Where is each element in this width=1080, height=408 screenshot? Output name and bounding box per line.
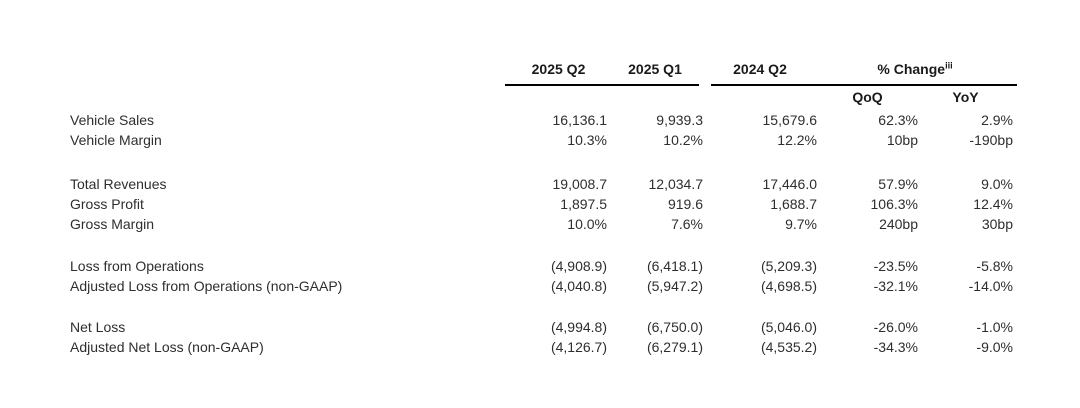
pct-change-label: % Change — [877, 61, 946, 77]
value-2025-q2: 10.3% — [567, 132, 607, 148]
value-2025-q2: (4,040.8) — [550, 278, 607, 294]
value-2025-q1: (6,750.0) — [646, 319, 703, 335]
column-header-pct-change: % Changeiii — [817, 60, 1013, 85]
value-2024-q2: (4,535.2) — [760, 339, 817, 355]
value-2025-q2: 10.0% — [567, 216, 607, 232]
value-2025-q1: 9,939.3 — [656, 112, 703, 128]
value-yoy: 30bp — [981, 216, 1013, 232]
value-2024-q2: 1,688.7 — [770, 196, 817, 212]
value-yoy: 2.9% — [981, 112, 1013, 128]
row-label: Vehicle Margin — [70, 132, 162, 148]
value-qoq: 106.3% — [870, 196, 918, 212]
value-yoy: -9.0% — [976, 339, 1013, 355]
value-qoq: -34.3% — [873, 339, 918, 355]
row-label: Adjusted Net Loss (non-GAAP) — [70, 339, 264, 355]
section-net-loss: Net Loss (4,994.8) (6,750.0) (5,046.0) -… — [70, 317, 1013, 357]
value-2025-q2: (4,908.9) — [550, 258, 607, 274]
table-row-gross-margin: Gross Margin 10.0% 7.6% 9.7% 240bp 30bp — [70, 214, 1013, 234]
value-2025-q1: (6,418.1) — [646, 258, 703, 274]
header-rule-prior-quarter-and-change — [711, 84, 1017, 86]
value-yoy: 9.0% — [981, 176, 1013, 192]
value-yoy: -1.0% — [976, 319, 1013, 335]
row-label: Gross Margin — [70, 216, 155, 232]
value-qoq: 62.3% — [878, 112, 918, 128]
value-2025-q1: 12,034.7 — [648, 176, 704, 192]
subheader-empty-cell — [510, 85, 607, 110]
table-row-adjusted-loss-from-operations: Adjusted Loss from Operations (non-GAAP)… — [70, 276, 1013, 296]
value-2025-q2: (4,126.7) — [550, 339, 607, 355]
value-2025-q1: (5,947.2) — [646, 278, 703, 294]
subheader-empty-label-cell — [70, 85, 510, 110]
table-header-row: 2025 Q2 2025 Q1 2024 Q2 % Changeiii — [70, 60, 1013, 85]
value-qoq: 57.9% — [878, 176, 918, 192]
column-subheader-yoy: YoY — [952, 89, 979, 105]
subheader-empty-cell — [703, 85, 817, 110]
column-subheader-qoq: QoQ — [852, 89, 883, 105]
value-yoy: -14.0% — [968, 278, 1013, 294]
value-2025-q1: 7.6% — [671, 216, 703, 232]
row-label: Net Loss — [70, 319, 126, 335]
header-empty-label-cell — [70, 60, 510, 85]
value-2024-q2: 9.7% — [785, 216, 817, 232]
value-2025-q2: 1,897.5 — [560, 196, 607, 212]
value-2024-q2: (4,698.5) — [760, 278, 817, 294]
value-2025-q2: 16,136.1 — [552, 112, 608, 128]
financial-summary-table: 2025 Q2 2025 Q1 2024 Q2 % Changeiii QoQ … — [70, 60, 1013, 357]
table-row-adjusted-net-loss: Adjusted Net Loss (non-GAAP) (4,126.7) (… — [70, 337, 1013, 357]
row-label: Loss from Operations — [70, 258, 204, 274]
value-2025-q2: (4,994.8) — [550, 319, 607, 335]
table-row-loss-from-operations: Loss from Operations (4,908.9) (6,418.1)… — [70, 256, 1013, 276]
table-row-gross-profit: Gross Profit 1,897.5 919.6 1,688.7 106.3… — [70, 194, 1013, 214]
value-yoy: -190bp — [969, 132, 1013, 148]
value-qoq: -23.5% — [873, 258, 918, 274]
pct-change-footnote-marker: iii — [945, 60, 953, 71]
row-label: Gross Profit — [70, 196, 144, 212]
section-vehicle: Vehicle Sales 16,136.1 9,939.3 15,679.6 … — [70, 110, 1013, 150]
value-qoq: -32.1% — [873, 278, 918, 294]
column-header-2024-q2: 2024 Q2 — [733, 61, 787, 77]
section-operations: Loss from Operations (4,908.9) (6,418.1)… — [70, 256, 1013, 296]
table-subheader-row: QoQ YoY — [70, 85, 1013, 110]
table-row-total-revenues: Total Revenues 19,008.7 12,034.7 17,446.… — [70, 174, 1013, 194]
value-yoy: 12.4% — [973, 196, 1013, 212]
header-rule-current-quarters — [505, 84, 699, 86]
table-row-net-loss: Net Loss (4,994.8) (6,750.0) (5,046.0) -… — [70, 317, 1013, 337]
value-2025-q1: 10.2% — [663, 132, 703, 148]
value-2025-q1: 919.6 — [667, 196, 703, 212]
table-row-vehicle-sales: Vehicle Sales 16,136.1 9,939.3 15,679.6 … — [70, 110, 1013, 130]
row-label: Total Revenues — [70, 176, 167, 192]
value-2024-q2: (5,046.0) — [760, 319, 817, 335]
row-label: Adjusted Loss from Operations (non-GAAP) — [70, 278, 343, 294]
value-2025-q1: (6,279.1) — [646, 339, 703, 355]
column-header-2025-q2: 2025 Q2 — [531, 61, 586, 77]
value-2024-q2: 17,446.0 — [762, 176, 818, 192]
table-row-vehicle-margin: Vehicle Margin 10.3% 10.2% 12.2% 10bp -1… — [70, 130, 1013, 150]
value-2024-q2: 12.2% — [777, 132, 817, 148]
column-header-2025-q1: 2025 Q1 — [628, 61, 682, 77]
value-yoy: -5.8% — [976, 258, 1013, 274]
value-qoq: 10bp — [886, 132, 918, 148]
subheader-empty-cell — [607, 85, 703, 110]
value-qoq: 240bp — [879, 216, 918, 232]
section-revenue: Total Revenues 19,008.7 12,034.7 17,446.… — [70, 174, 1013, 234]
row-label: Vehicle Sales — [70, 112, 155, 128]
value-qoq: -26.0% — [873, 319, 918, 335]
value-2025-q2: 19,008.7 — [552, 176, 608, 192]
value-2024-q2: (5,209.3) — [760, 258, 817, 274]
value-2024-q2: 15,679.6 — [762, 112, 818, 128]
